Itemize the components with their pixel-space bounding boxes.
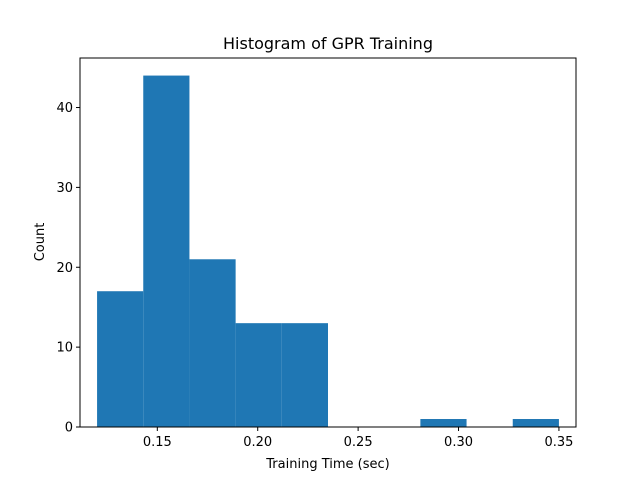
y-tick-label: 20 — [56, 261, 73, 276]
histogram-bar — [189, 259, 236, 427]
x-axis-label: Training Time (sec) — [265, 457, 389, 472]
plot-frame — [79, 57, 577, 428]
y-tick-label: 10 — [56, 341, 73, 356]
histogram-bar — [420, 419, 467, 427]
x-tick-label: 0.20 — [243, 435, 272, 450]
histogram-bar — [512, 419, 559, 427]
y-axis-label: Count — [33, 223, 48, 262]
x-tick-label: 0.35 — [544, 435, 573, 450]
y-axis-ticks: 0 10 20 30 40 — [56, 101, 80, 436]
chart-title: Histogram of GPR Training — [223, 34, 433, 53]
histogram-bar — [97, 291, 144, 427]
y-tick-label: 30 — [56, 181, 73, 196]
x-axis-ticks: 0.15 0.20 0.25 0.30 0.35 — [143, 427, 573, 450]
histogram-bar — [281, 323, 328, 427]
y-tick-label: 40 — [56, 101, 73, 116]
histogram-bar — [143, 75, 190, 428]
y-tick-label: 0 — [65, 421, 73, 436]
x-tick-label: 0.15 — [143, 435, 172, 450]
x-tick-label: 0.30 — [444, 435, 473, 450]
histogram-bar — [235, 323, 282, 427]
bars-group — [97, 75, 559, 428]
x-tick-label: 0.25 — [344, 435, 373, 450]
